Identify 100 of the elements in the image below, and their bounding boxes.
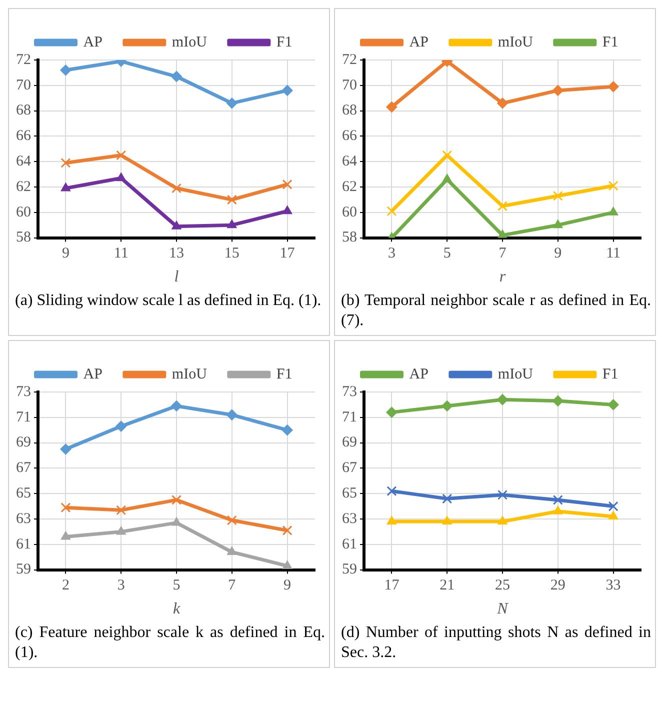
- point: [608, 501, 618, 512]
- text: (a) Sliding window scale l as defined in Eq. (1).: [14, 291, 322, 311]
- legend-label: mIoU: [172, 34, 208, 50]
- y-tick-label: 69: [16, 434, 31, 451]
- legend-label: F1: [276, 34, 292, 50]
- point: [171, 400, 182, 412]
- point: [60, 182, 71, 192]
- y-tick-label: 65: [342, 486, 357, 502]
- point: [226, 98, 238, 109]
- x-axis-title: l: [174, 268, 180, 286]
- point: [498, 230, 508, 238]
- point: [172, 183, 182, 194]
- y-tick-label: 69: [342, 434, 357, 451]
- y-tick-label: 58: [342, 230, 357, 246]
- point: [386, 406, 398, 418]
- legend-label: mIoU: [172, 366, 208, 382]
- x-tick-label: 13: [169, 246, 184, 262]
- legend-label: mIoU: [498, 34, 534, 50]
- point: [116, 150, 126, 160]
- point: [608, 180, 618, 191]
- point: [116, 172, 126, 182]
- y-tick-label: 65: [16, 486, 31, 502]
- legend-label: AP: [83, 366, 102, 382]
- point: [498, 516, 508, 525]
- y-tick-label: 62: [16, 178, 31, 195]
- point: [60, 502, 71, 513]
- text: (b) Temporal neighbor scale r as defined in Eq. (7).: [340, 291, 652, 331]
- x-axis-title: k: [172, 600, 181, 618]
- point: [227, 546, 237, 556]
- point: [60, 158, 71, 168]
- point: [226, 194, 237, 205]
- x-tick-label: 9: [284, 578, 292, 594]
- point: [498, 490, 508, 500]
- y-tick-label: 70: [16, 77, 31, 94]
- text: (d) Number of inputting shots N as defined in Sec. 3.2.: [340, 623, 652, 663]
- point: [227, 220, 237, 228]
- x-tick-label: 7: [228, 578, 236, 594]
- y-tick-label: 66: [342, 128, 358, 144]
- x-tick-label: 3: [117, 578, 125, 594]
- point: [172, 494, 182, 505]
- legend-label: F1: [602, 34, 618, 50]
- point: [226, 409, 238, 420]
- point: [60, 531, 71, 540]
- point: [282, 179, 292, 190]
- point: [498, 201, 508, 212]
- x-tick-label: 7: [498, 246, 507, 262]
- x-axis-title: r: [499, 268, 506, 286]
- y-tick-label: 61: [16, 536, 31, 552]
- x-tick-label: 25: [495, 578, 510, 594]
- point: [608, 399, 619, 410]
- x-tick-label: 21: [440, 578, 455, 594]
- point: [608, 81, 619, 92]
- x-axis-title: N: [496, 600, 510, 618]
- y-tick-label: 63: [342, 510, 357, 527]
- point: [442, 400, 453, 412]
- point: [553, 220, 563, 228]
- point: [60, 64, 72, 76]
- y-tick-label: 73: [342, 384, 357, 400]
- legend-label: F1: [276, 366, 292, 382]
- x-tick-label: 3: [388, 246, 396, 262]
- y-tick-label: 71: [16, 409, 31, 426]
- x-tick-label: 5: [172, 578, 180, 594]
- point: [442, 174, 452, 182]
- x-tick-label: 11: [114, 246, 128, 262]
- y-tick-label: 72: [16, 52, 31, 68]
- text: (c) Feature neighbor scale k as defined in Eq. (1).: [14, 623, 326, 663]
- point: [282, 560, 292, 569]
- point: [386, 486, 397, 496]
- y-tick-label: 59: [16, 562, 31, 578]
- y-tick-label: 59: [342, 562, 357, 578]
- x-tick-label: 2: [62, 578, 70, 594]
- point: [497, 98, 508, 109]
- point: [116, 526, 126, 535]
- x-tick-label: 33: [606, 578, 621, 594]
- y-tick-label: 58: [16, 230, 31, 246]
- point: [386, 516, 397, 525]
- y-tick-label: 68: [16, 102, 31, 119]
- point: [442, 516, 452, 525]
- point: [282, 525, 292, 536]
- x-tick-label: 17: [280, 246, 296, 262]
- y-tick-label: 71: [342, 409, 357, 426]
- y-tick-label: 60: [16, 204, 31, 220]
- point: [553, 506, 563, 514]
- x-tick-label: 29: [550, 578, 566, 594]
- point: [552, 395, 564, 406]
- point: [552, 190, 563, 201]
- y-tick-label: 70: [342, 77, 357, 94]
- y-tick-label: 67: [342, 460, 358, 476]
- legend-label: AP: [83, 34, 102, 50]
- point: [552, 494, 563, 505]
- x-tick-label: 17: [384, 578, 400, 594]
- x-tick-label: 9: [554, 246, 562, 262]
- point: [386, 206, 397, 216]
- y-tick-label: 64: [16, 154, 32, 170]
- point: [172, 517, 182, 526]
- legend-label: AP: [409, 34, 428, 50]
- point: [386, 101, 398, 112]
- point: [172, 220, 182, 230]
- point: [226, 515, 237, 526]
- y-tick-label: 64: [342, 154, 358, 170]
